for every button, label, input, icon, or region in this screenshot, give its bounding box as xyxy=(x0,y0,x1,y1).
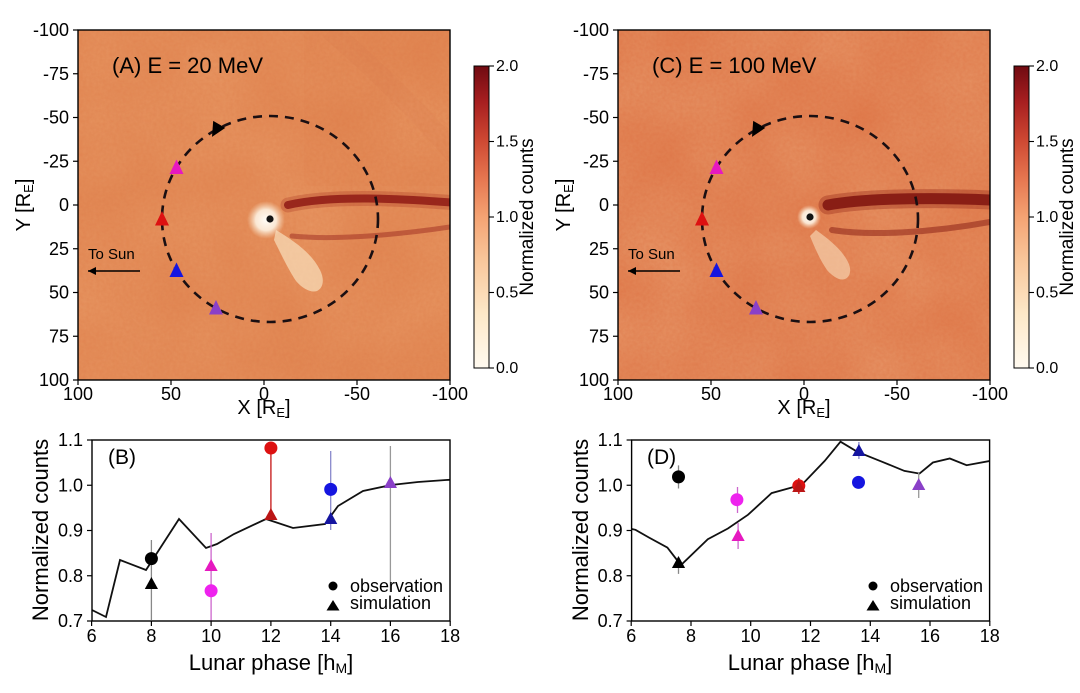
svg-text:1.0: 1.0 xyxy=(496,209,518,226)
svg-text:simulation: simulation xyxy=(890,593,971,613)
svg-text:100: 100 xyxy=(39,370,69,390)
svg-text:-50: -50 xyxy=(43,108,69,128)
svg-text:Normalized counts: Normalized counts xyxy=(28,439,53,621)
svg-text:simulation: simulation xyxy=(350,593,431,613)
svg-text:Y [RE]: Y [RE] xyxy=(13,179,36,232)
svg-text:(B): (B) xyxy=(108,446,136,469)
svg-text:25: 25 xyxy=(49,239,69,259)
svg-text:12: 12 xyxy=(800,626,820,646)
svg-text:0: 0 xyxy=(599,195,609,215)
svg-text:12: 12 xyxy=(261,626,281,646)
svg-text:-100: -100 xyxy=(33,20,69,40)
svg-text:0: 0 xyxy=(59,195,69,215)
svg-text:75: 75 xyxy=(589,326,609,346)
svg-text:0.0: 0.0 xyxy=(496,360,518,377)
svg-text:1.5: 1.5 xyxy=(1036,134,1058,151)
svg-text:0.8: 0.8 xyxy=(58,566,83,586)
svg-text:-75: -75 xyxy=(43,64,69,84)
svg-text:18: 18 xyxy=(440,626,460,646)
svg-text:-100: -100 xyxy=(573,20,609,40)
svg-text:-50: -50 xyxy=(344,384,370,404)
svg-text:0.9: 0.9 xyxy=(598,521,623,541)
svg-text:0.9: 0.9 xyxy=(58,521,83,541)
svg-text:16: 16 xyxy=(380,626,400,646)
svg-text:50: 50 xyxy=(589,283,609,303)
svg-text:Lunar phase [hM]: Lunar phase [hM] xyxy=(728,650,893,676)
svg-text:2.0: 2.0 xyxy=(1036,58,1058,75)
svg-text:8: 8 xyxy=(686,626,696,646)
svg-text:Normalized counts: Normalized counts xyxy=(517,138,538,295)
svg-text:1.0: 1.0 xyxy=(598,475,623,495)
svg-text:16: 16 xyxy=(920,626,940,646)
svg-text:25: 25 xyxy=(589,239,609,259)
svg-text:1.1: 1.1 xyxy=(58,430,83,450)
svg-text:1.0: 1.0 xyxy=(58,475,83,495)
svg-text:Lunar phase [hM]: Lunar phase [hM] xyxy=(189,650,354,676)
svg-text:100: 100 xyxy=(579,370,609,390)
svg-text:-50: -50 xyxy=(583,108,609,128)
svg-text:0.5: 0.5 xyxy=(1036,285,1058,302)
svg-text:-100: -100 xyxy=(972,384,1008,404)
svg-text:0.5: 0.5 xyxy=(496,285,518,302)
svg-text:50: 50 xyxy=(161,384,181,404)
svg-text:50: 50 xyxy=(701,384,721,404)
svg-text:0.7: 0.7 xyxy=(58,611,83,631)
svg-text:8: 8 xyxy=(146,626,156,646)
svg-text:-25: -25 xyxy=(43,151,69,171)
svg-text:1.1: 1.1 xyxy=(598,430,623,450)
svg-text:18: 18 xyxy=(980,626,1000,646)
svg-text:14: 14 xyxy=(321,626,341,646)
svg-text:75: 75 xyxy=(49,326,69,346)
svg-text:-75: -75 xyxy=(583,64,609,84)
svg-text:-50: -50 xyxy=(884,384,910,404)
svg-text:To Sun: To Sun xyxy=(628,246,675,263)
svg-text:0.8: 0.8 xyxy=(598,566,623,586)
svg-text:Normalized counts: Normalized counts xyxy=(568,439,593,621)
svg-text:6: 6 xyxy=(87,626,97,646)
svg-text:1.5: 1.5 xyxy=(496,134,518,151)
svg-text:50: 50 xyxy=(49,283,69,303)
svg-text:Y [RE]: Y [RE] xyxy=(553,179,576,232)
svg-text:X [RE]: X [RE] xyxy=(237,397,290,420)
svg-text:(D): (D) xyxy=(647,446,676,469)
svg-text:Normalized counts: Normalized counts xyxy=(1057,138,1078,295)
svg-text:2.0: 2.0 xyxy=(496,58,518,75)
svg-text:1.0: 1.0 xyxy=(1036,209,1058,226)
svg-text:(C) E = 100 MeV: (C) E = 100 MeV xyxy=(652,53,817,78)
svg-text:0.7: 0.7 xyxy=(598,611,623,631)
svg-text:10: 10 xyxy=(201,626,221,646)
svg-text:10: 10 xyxy=(741,626,761,646)
svg-text:0.0: 0.0 xyxy=(1036,360,1058,377)
svg-text:X [RE]: X [RE] xyxy=(777,397,830,420)
svg-text:-100: -100 xyxy=(432,384,468,404)
svg-text:6: 6 xyxy=(626,626,636,646)
svg-text:To Sun: To Sun xyxy=(88,246,135,263)
svg-text:(A) E = 20 MeV: (A) E = 20 MeV xyxy=(112,53,263,78)
svg-text:14: 14 xyxy=(860,626,880,646)
svg-text:-25: -25 xyxy=(583,151,609,171)
